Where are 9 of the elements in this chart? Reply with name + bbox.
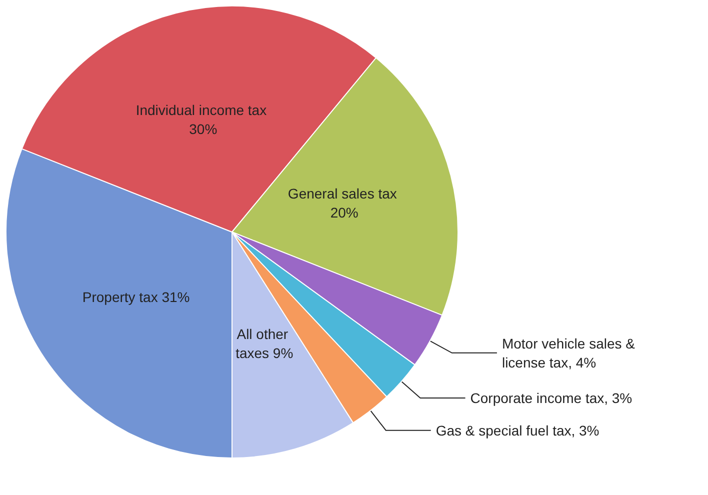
slice-label: Corporate income tax, 3% <box>470 390 632 406</box>
slice-label: Motor vehicle sales & license tax, 4% <box>502 335 639 370</box>
slice-label: Property tax 31% <box>82 289 190 306</box>
slice-label: General sales tax <box>288 186 401 202</box>
slice-label: All other taxes 9% <box>236 326 294 361</box>
data-label: 30% <box>189 121 218 138</box>
slice-label: Individual income tax <box>136 102 270 118</box>
data-label: 20% <box>330 204 358 221</box>
slice-label: Gas & special fuel tax, 3% <box>436 422 600 438</box>
